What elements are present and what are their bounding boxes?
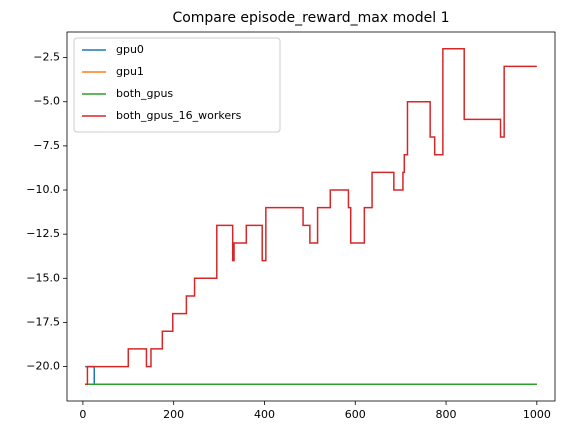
- y-tick-label: −15.0: [26, 271, 60, 284]
- y-tick-label: −5.0: [33, 95, 60, 108]
- y-tick-label: −20.0: [26, 360, 60, 373]
- y-tick-label: −7.5: [33, 139, 60, 152]
- x-tick-label: 800: [436, 408, 457, 421]
- y-tick-label: −2.5: [33, 51, 60, 64]
- chart-title: Compare episode_reward_max model 1: [172, 10, 449, 26]
- legend-label: both_gpus: [116, 87, 173, 100]
- x-tick-label: 200: [163, 408, 184, 421]
- legend: gpu0 gpu1 both_gpus both_gpus_16_workers: [73, 37, 281, 133]
- x-tick-label: 400: [254, 408, 275, 421]
- legend-label: gpu1: [116, 65, 144, 78]
- line-series: [85, 48, 537, 385]
- y-tick-label: −17.5: [26, 315, 60, 328]
- x-tick-label: 1000: [523, 408, 551, 421]
- legend-box: [73, 37, 281, 133]
- legend-label: both_gpus_16_workers: [116, 109, 242, 122]
- legend-label: gpu0: [116, 43, 144, 56]
- x-tick-label: 600: [345, 408, 366, 421]
- x-tick-label: 0: [79, 408, 86, 421]
- axes-frame: [66, 31, 556, 402]
- y-tick-label: −10.0: [26, 183, 60, 196]
- y-tick-label: −12.5: [26, 227, 60, 240]
